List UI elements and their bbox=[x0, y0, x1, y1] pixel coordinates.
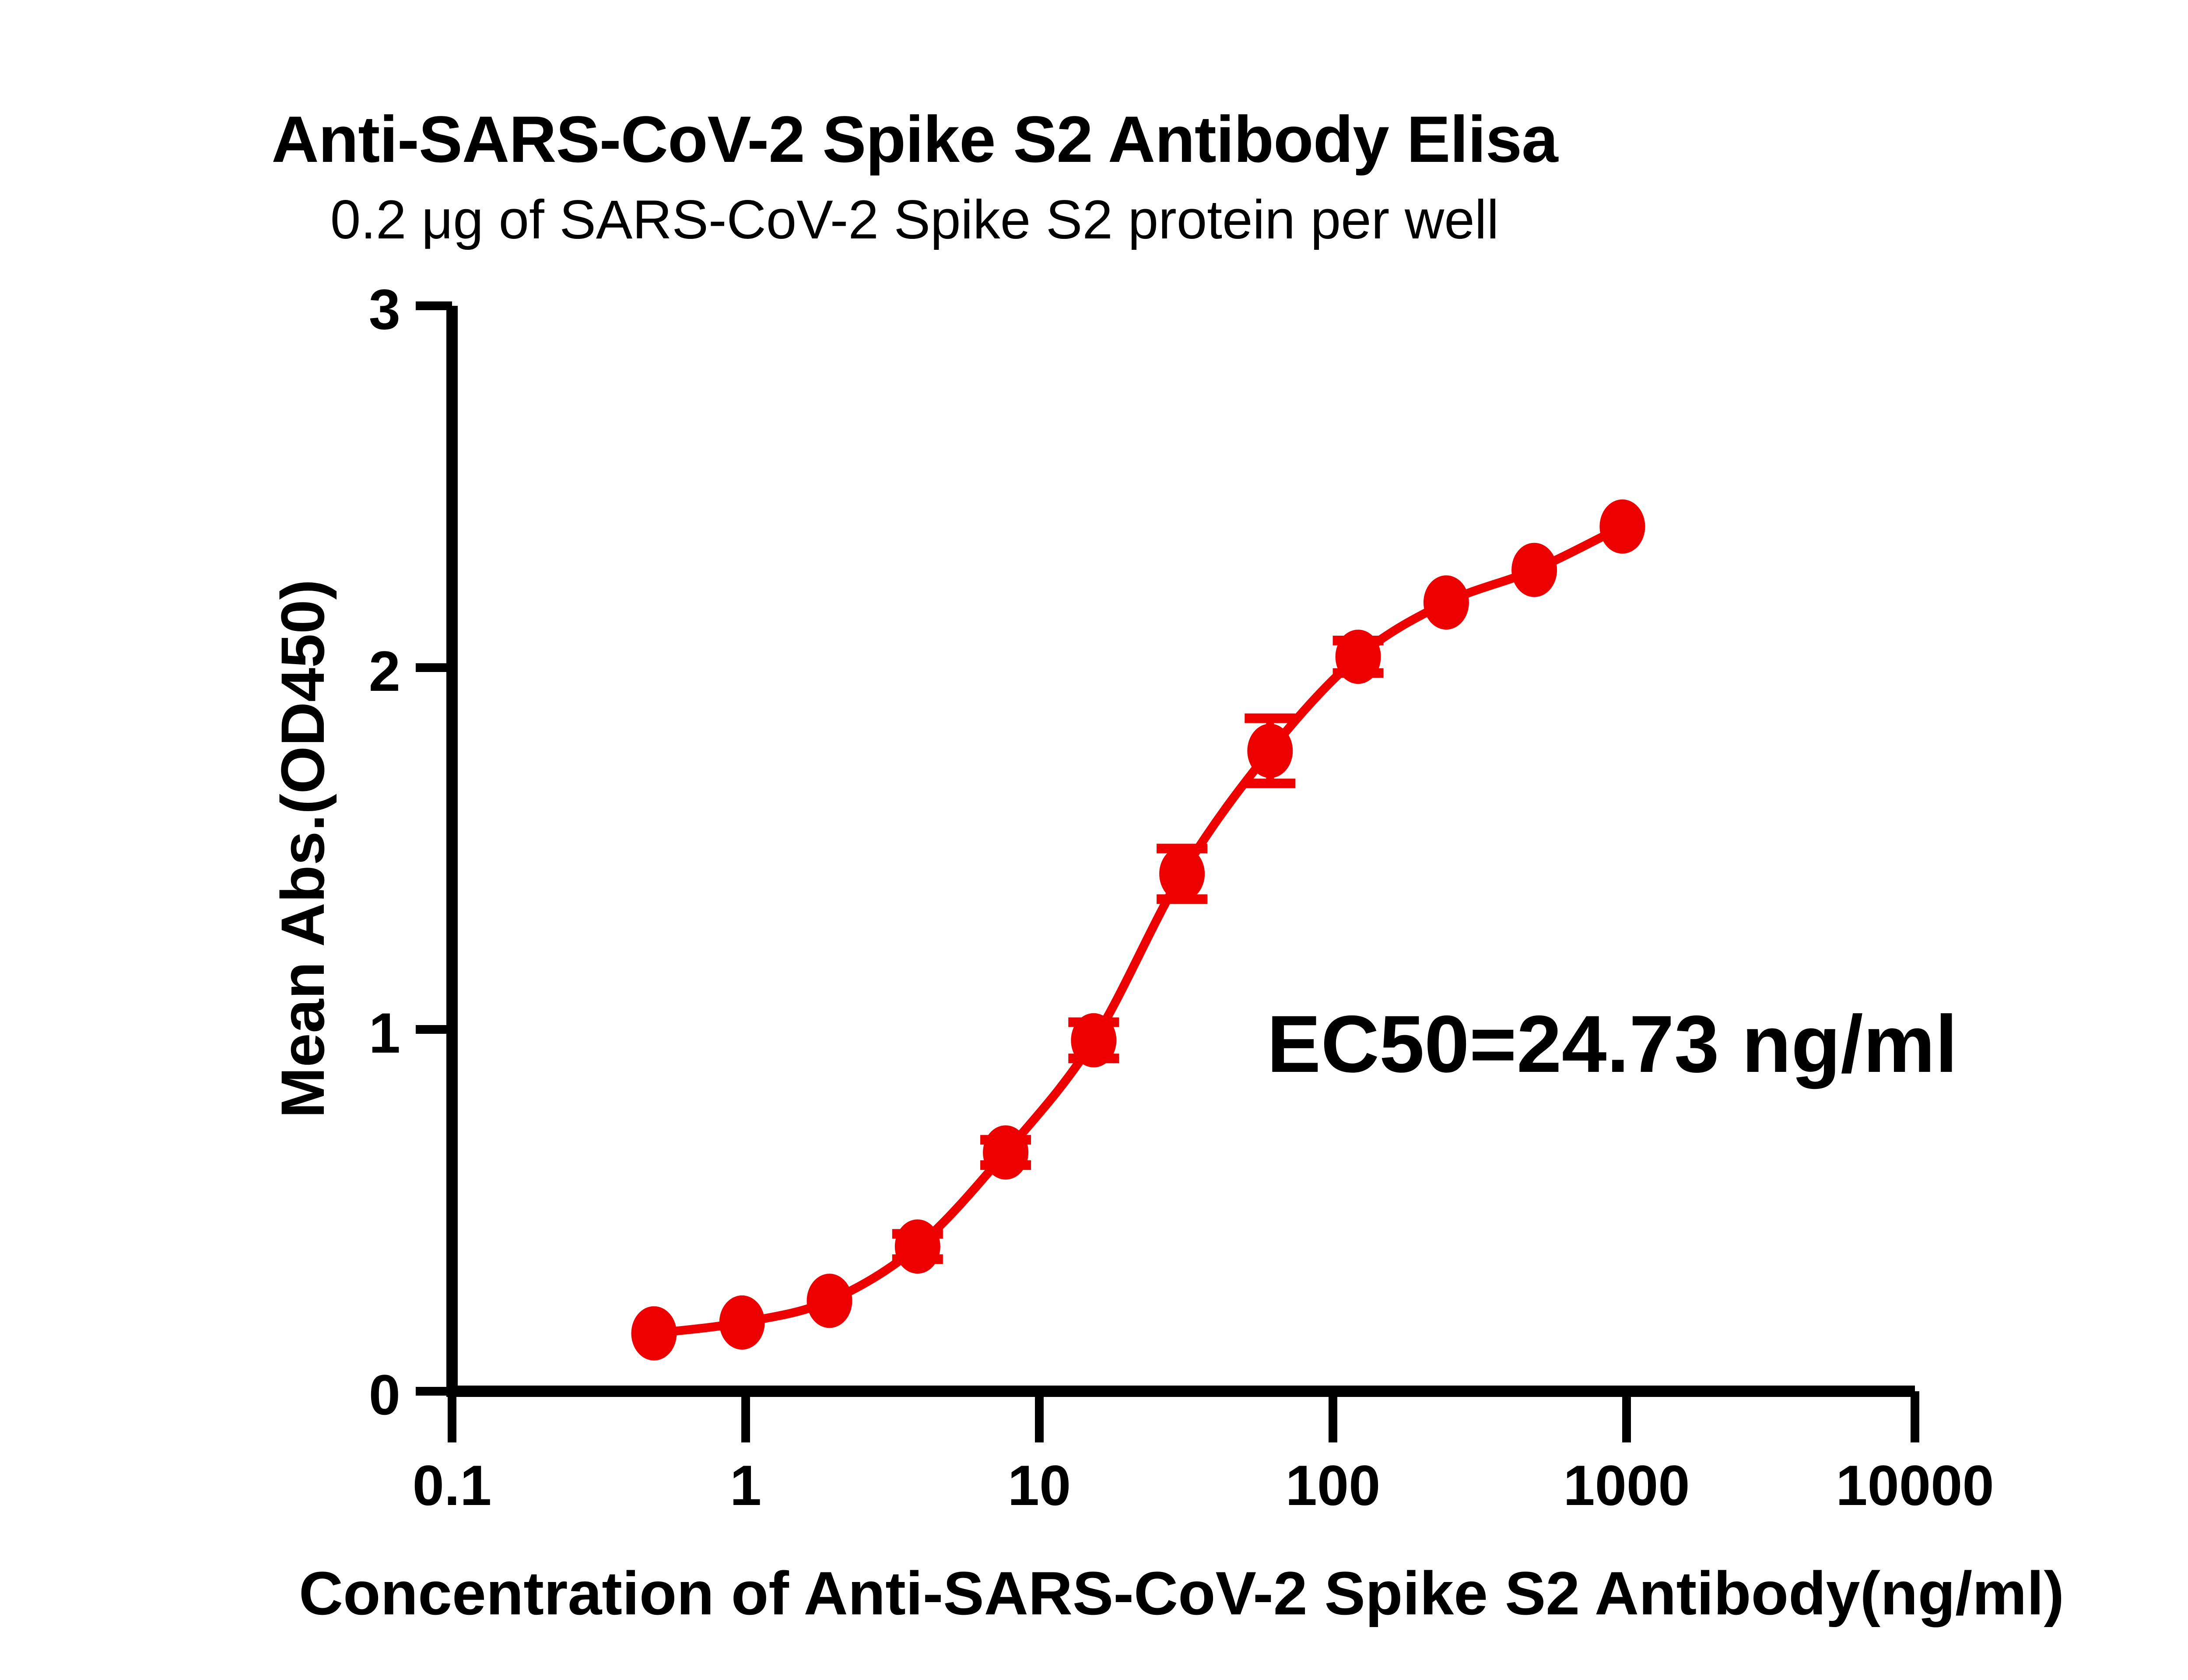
x-tick-label-0: 0.1 bbox=[413, 1453, 492, 1517]
x-tick-label-5: 10000 bbox=[1836, 1453, 1994, 1517]
data-point bbox=[1335, 630, 1381, 684]
data-point bbox=[719, 1295, 765, 1350]
y-tick-label-0: 0 bbox=[369, 1363, 400, 1427]
x-tick-label-3: 100 bbox=[1286, 1453, 1381, 1517]
data-point bbox=[1423, 575, 1469, 630]
y-axis-title: Mean Abs.(OD450) bbox=[268, 579, 337, 1118]
y-tick-label-1: 1 bbox=[369, 1001, 400, 1065]
chart-title: Anti-SARS-CoV-2 Spike S2 Antibody Elisa bbox=[271, 102, 1559, 176]
data-point bbox=[1159, 847, 1205, 901]
data-point bbox=[1071, 1013, 1117, 1068]
data-points-group bbox=[631, 499, 1645, 1361]
y-axis-ticks bbox=[416, 301, 452, 1396]
data-point bbox=[894, 1219, 940, 1274]
data-point bbox=[1247, 724, 1293, 778]
y-tick-label-2: 2 bbox=[369, 639, 400, 703]
y-tick-label-3: 3 bbox=[369, 277, 400, 341]
data-point bbox=[983, 1125, 1029, 1180]
x-axis-ticks bbox=[448, 1391, 1919, 1442]
chart-subtitle: 0.2 μg of SARS-CoV-2 Spike S2 protein pe… bbox=[330, 189, 1499, 250]
x-tick-label-1: 1 bbox=[730, 1453, 761, 1517]
x-axis-title: Concentration of Anti-SARS-CoV-2 Spike S… bbox=[299, 1559, 2064, 1628]
x-tick-label-2: 10 bbox=[1008, 1453, 1071, 1517]
ec50-annotation: EC50=24.73 ng/ml bbox=[1267, 999, 1957, 1089]
data-point bbox=[1511, 542, 1557, 597]
data-point bbox=[806, 1274, 852, 1328]
data-point bbox=[1599, 499, 1645, 554]
x-tick-label-4: 1000 bbox=[1563, 1453, 1690, 1517]
data-point bbox=[631, 1306, 677, 1361]
